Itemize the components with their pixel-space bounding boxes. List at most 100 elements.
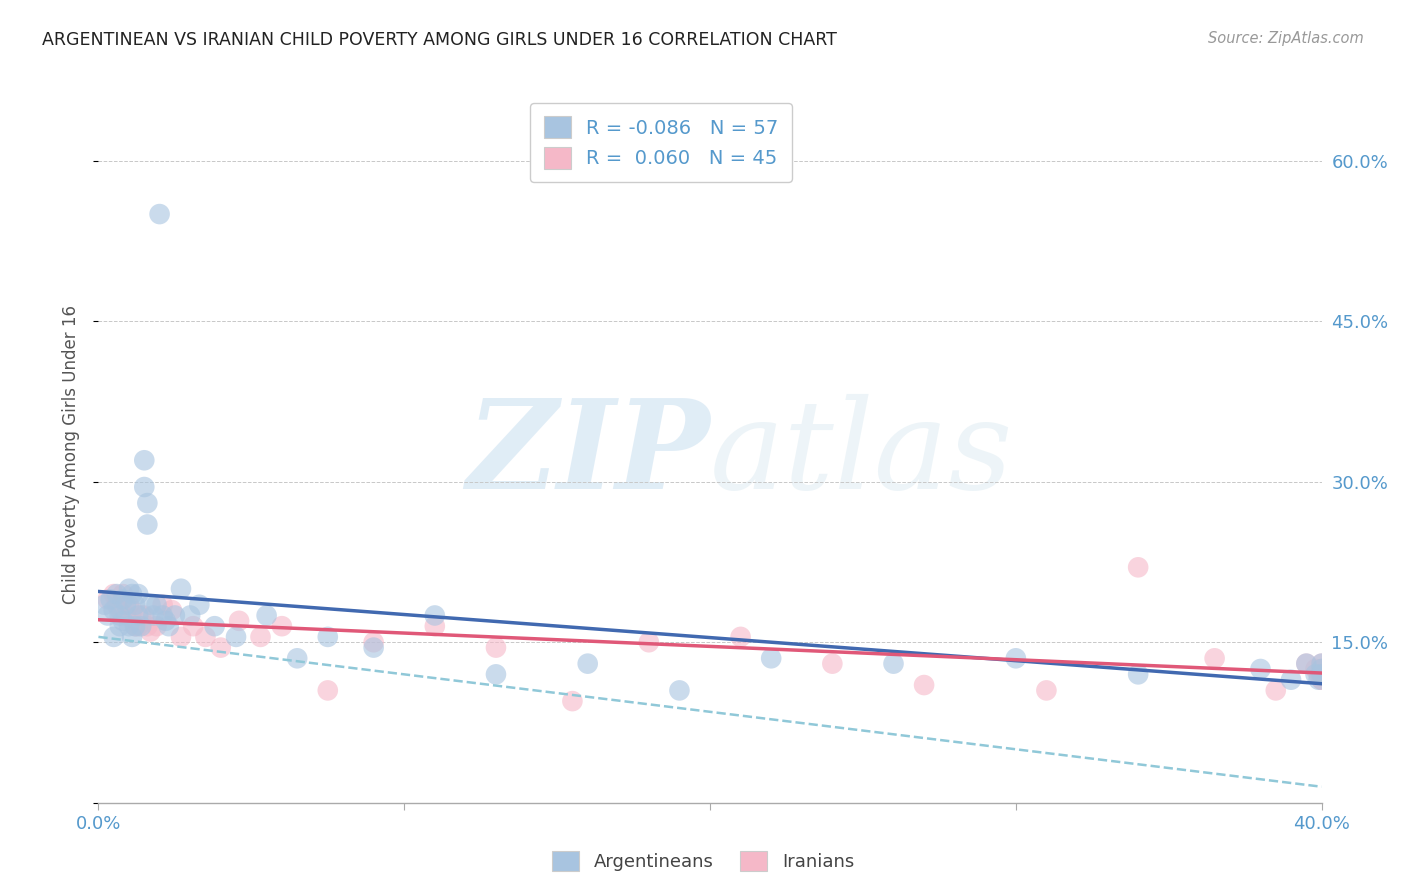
Point: [759, 651, 782, 665]
Point: [108, 603, 131, 617]
Point: [181, 619, 204, 633]
Point: [97, 608, 120, 623]
Text: atlas: atlas: [710, 394, 1014, 516]
Point: [1035, 683, 1057, 698]
Point: [363, 640, 385, 655]
Point: [115, 608, 138, 623]
Point: [668, 683, 690, 698]
Point: [124, 619, 146, 633]
Point: [821, 657, 844, 671]
Point: [1305, 667, 1327, 681]
Point: [576, 657, 599, 671]
Point: [163, 608, 186, 623]
Point: [108, 619, 131, 633]
Point: [139, 624, 162, 639]
Point: [1310, 657, 1333, 671]
Point: [111, 614, 134, 628]
Point: [1249, 662, 1271, 676]
Point: [1310, 673, 1333, 687]
Point: [145, 619, 167, 633]
Point: [136, 619, 159, 633]
Point: [1310, 673, 1333, 687]
Point: [1310, 657, 1333, 671]
Point: [912, 678, 935, 692]
Point: [188, 598, 211, 612]
Point: [105, 598, 128, 612]
Point: [121, 630, 143, 644]
Point: [134, 608, 156, 623]
Point: [423, 619, 446, 633]
Point: [160, 603, 183, 617]
Point: [118, 582, 141, 596]
Text: Source: ZipAtlas.com: Source: ZipAtlas.com: [1208, 31, 1364, 46]
Point: [179, 608, 201, 623]
Point: [1128, 667, 1150, 681]
Point: [363, 635, 385, 649]
Point: [142, 608, 165, 623]
Point: [124, 619, 146, 633]
Point: [155, 614, 177, 628]
Point: [270, 619, 292, 633]
Point: [118, 619, 141, 633]
Point: [1279, 673, 1302, 687]
Point: [108, 608, 131, 623]
Point: [124, 598, 146, 612]
Point: [127, 587, 149, 601]
Point: [1295, 657, 1317, 671]
Point: [1310, 667, 1333, 681]
Point: [157, 619, 180, 633]
Point: [136, 496, 159, 510]
Point: [1264, 683, 1286, 698]
Point: [115, 598, 138, 612]
Point: [129, 619, 152, 633]
Point: [103, 630, 125, 644]
Point: [204, 619, 226, 633]
Point: [134, 453, 156, 467]
Point: [170, 582, 193, 596]
Point: [136, 517, 159, 532]
Point: [152, 608, 174, 623]
Point: [1308, 667, 1330, 681]
Point: [637, 635, 661, 649]
Point: [152, 598, 174, 612]
Point: [93, 598, 115, 612]
Point: [121, 603, 143, 617]
Point: [97, 592, 120, 607]
Point: [145, 598, 167, 612]
Point: [883, 657, 905, 671]
Point: [256, 608, 278, 623]
Legend: R = -0.086   N = 57, R =  0.060   N = 45: R = -0.086 N = 57, R = 0.060 N = 45: [530, 103, 792, 182]
Point: [134, 480, 156, 494]
Point: [129, 608, 152, 623]
Point: [423, 608, 446, 623]
Point: [730, 630, 752, 644]
Point: [100, 592, 122, 607]
Point: [1305, 662, 1327, 676]
Point: [485, 667, 508, 681]
Point: [170, 630, 193, 644]
Point: [1128, 560, 1150, 574]
Point: [209, 640, 232, 655]
Legend: Argentineans, Iranians: Argentineans, Iranians: [544, 844, 862, 879]
Point: [118, 598, 141, 612]
Point: [127, 619, 149, 633]
Point: [139, 598, 162, 612]
Point: [1310, 662, 1333, 676]
Point: [316, 630, 339, 644]
Point: [105, 587, 128, 601]
Point: [228, 614, 250, 628]
Point: [149, 207, 172, 221]
Point: [1310, 662, 1333, 676]
Point: [1308, 673, 1330, 687]
Text: ZIP: ZIP: [467, 394, 710, 516]
Point: [111, 592, 134, 607]
Point: [316, 683, 339, 698]
Point: [561, 694, 583, 708]
Point: [285, 651, 308, 665]
Y-axis label: Child Poverty Among Girls Under 16: Child Poverty Among Girls Under 16: [62, 305, 80, 605]
Point: [127, 608, 149, 623]
Point: [1004, 651, 1026, 665]
Point: [103, 587, 125, 601]
Point: [1310, 667, 1333, 681]
Text: ARGENTINEAN VS IRANIAN CHILD POVERTY AMONG GIRLS UNDER 16 CORRELATION CHART: ARGENTINEAN VS IRANIAN CHILD POVERTY AMO…: [42, 31, 837, 49]
